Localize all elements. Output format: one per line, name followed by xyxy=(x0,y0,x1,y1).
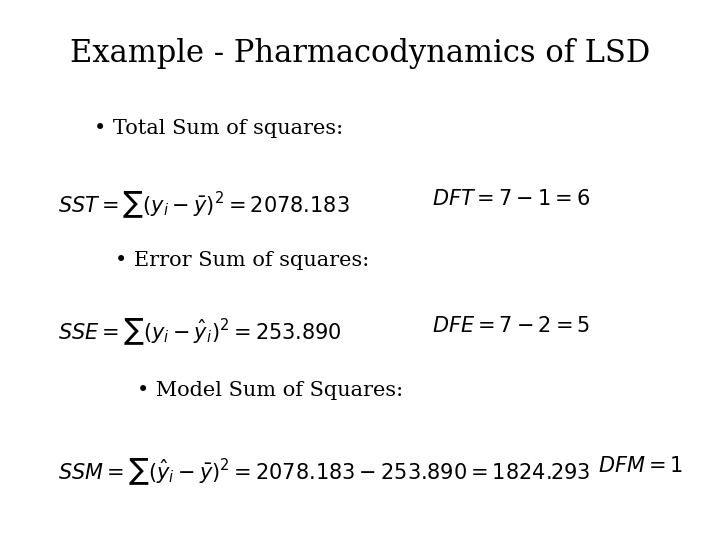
Text: Example - Pharmacodynamics of LSD: Example - Pharmacodynamics of LSD xyxy=(70,38,650,69)
Text: $SSM = \sum(\hat{y}_i - \bar{y})^2 = 2078.183 - 253.890 = 1824.293$: $SSM = \sum(\hat{y}_i - \bar{y})^2 = 207… xyxy=(58,456,590,487)
Text: $DFE = 7 - 2 = 5$: $DFE = 7 - 2 = 5$ xyxy=(432,316,590,336)
Text: • Total Sum of squares:: • Total Sum of squares: xyxy=(94,119,343,138)
Text: $SSE = \sum(y_i - \hat{y}_i)^2 = 253.890$: $SSE = \sum(y_i - \hat{y}_i)^2 = 253.890… xyxy=(58,316,341,347)
Text: • Model Sum of Squares:: • Model Sum of Squares: xyxy=(137,381,403,400)
Text: $SST = \sum(y_i - \bar{y})^2 = 2078.183$: $SST = \sum(y_i - \bar{y})^2 = 2078.183$ xyxy=(58,189,349,220)
Text: $DFM = 1$: $DFM = 1$ xyxy=(598,456,683,476)
Text: $DFT = 7 - 1 = 6$: $DFT = 7 - 1 = 6$ xyxy=(432,189,590,209)
Text: • Error Sum of squares:: • Error Sum of squares: xyxy=(115,251,369,270)
